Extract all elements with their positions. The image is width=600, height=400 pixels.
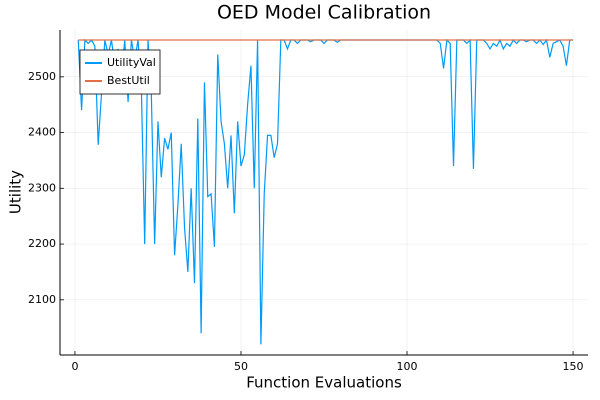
x-axis-label: Function Evaluations <box>246 374 402 392</box>
x-tick-label: 100 <box>397 360 418 373</box>
x-tick-label: 0 <box>71 360 78 373</box>
y-axis-label: Utility <box>7 170 25 214</box>
legend-label: UtilityVal <box>107 56 156 69</box>
y-tick-label: 2400 <box>28 126 56 139</box>
x-tick-label: 50 <box>234 360 248 373</box>
y-tick-label: 2300 <box>28 181 56 194</box>
legend-box <box>79 49 161 95</box>
y-tick-label: 2200 <box>28 237 56 250</box>
y-tick-label: 2500 <box>28 70 56 83</box>
legend: UtilityVal BestUtil <box>79 49 161 95</box>
legend-label: BestUtil <box>107 74 150 87</box>
chart-title: OED Model Calibration <box>217 2 431 24</box>
x-tick-label: 150 <box>563 360 584 373</box>
y-tick-label: 2100 <box>28 293 56 306</box>
data-line <box>77 38 574 345</box>
